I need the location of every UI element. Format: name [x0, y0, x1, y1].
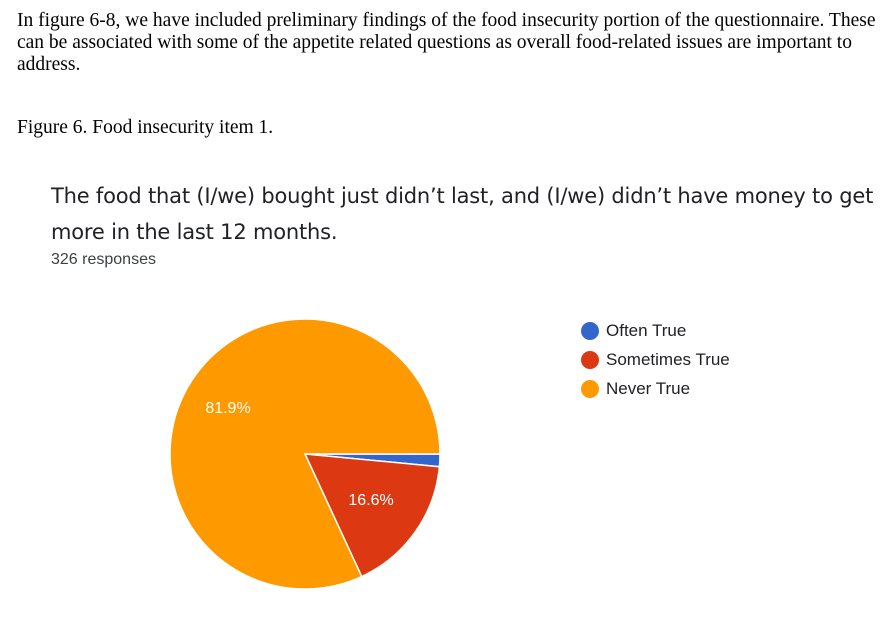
chart-title: The food that (I/we) bought just didn’t …: [51, 184, 874, 244]
pie-label-sometimes-true: 16.6%: [348, 492, 393, 509]
chart-legend: Often True Sometimes True Never True: [581, 316, 730, 403]
legend-label-sometimes-true: Sometimes True: [606, 349, 730, 369]
legend-item-often-true[interactable]: Often True: [581, 316, 730, 345]
pie-slice-sometimes-true[interactable]: [303, 453, 441, 578]
figure-caption: Figure 6. Food insecurity item 1.: [17, 117, 274, 138]
pie-label-never-true: 81.9%: [205, 400, 250, 417]
legend-swatch-never-true: [581, 379, 599, 398]
pie-slice-never-true[interactable]: [169, 318, 441, 590]
legend-swatch-sometimes-true: [581, 350, 599, 369]
legend-item-never-true[interactable]: Never True: [581, 374, 730, 403]
legend-swatch-often-true: [581, 321, 599, 340]
intro-paragraph: In figure 6-8, we have included prelimin…: [17, 10, 876, 75]
response-count: 326 responses: [51, 251, 156, 268]
legend-item-sometimes-true[interactable]: Sometimes True: [581, 345, 730, 374]
legend-label-never-true: Never True: [606, 378, 691, 398]
legend-label-often-true: Often True: [606, 320, 687, 340]
